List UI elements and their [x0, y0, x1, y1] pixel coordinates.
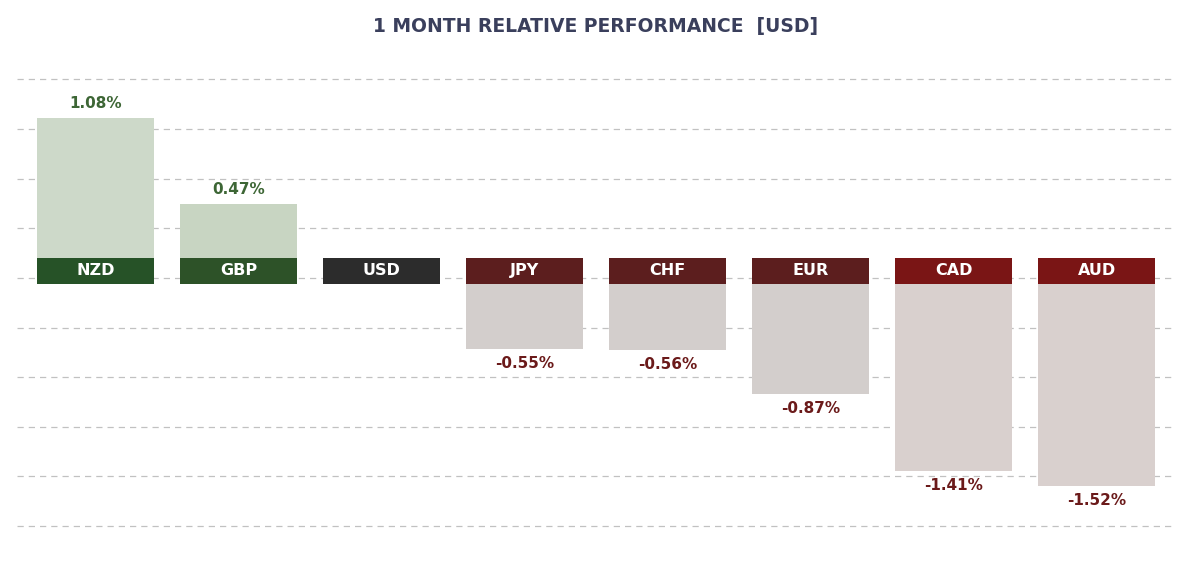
Bar: [609, 271, 726, 350]
Title: 1 MONTH RELATIVE PERFORMANCE  [USD]: 1 MONTH RELATIVE PERFORMANCE [USD]: [373, 17, 819, 36]
Text: GBP: GBP: [219, 263, 257, 279]
Bar: [37, 258, 154, 284]
Text: CAD: CAD: [935, 263, 973, 279]
Text: USD: USD: [362, 263, 401, 279]
Bar: [1038, 258, 1155, 284]
Bar: [1038, 271, 1155, 486]
Text: -0.55%: -0.55%: [495, 356, 554, 371]
Text: 1.08%: 1.08%: [69, 96, 122, 111]
Text: EUR: EUR: [793, 263, 828, 279]
Bar: [895, 258, 1012, 284]
Text: 0.47%: 0.47%: [212, 182, 265, 197]
Text: -1.52%: -1.52%: [1067, 494, 1126, 509]
Bar: [180, 258, 297, 284]
Text: -0.56%: -0.56%: [638, 358, 697, 372]
Text: CHF: CHF: [650, 263, 685, 279]
Bar: [180, 204, 297, 271]
Bar: [466, 258, 583, 284]
Bar: [609, 258, 726, 284]
Bar: [752, 258, 869, 284]
Bar: [37, 118, 154, 271]
Bar: [323, 258, 440, 284]
Bar: [466, 271, 583, 349]
Text: JPY: JPY: [510, 263, 539, 279]
Text: AUD: AUD: [1078, 263, 1116, 279]
Bar: [895, 271, 1012, 471]
Text: NZD: NZD: [76, 263, 114, 279]
Text: -0.87%: -0.87%: [781, 402, 840, 416]
Bar: [752, 271, 869, 394]
Text: -1.41%: -1.41%: [924, 478, 983, 493]
